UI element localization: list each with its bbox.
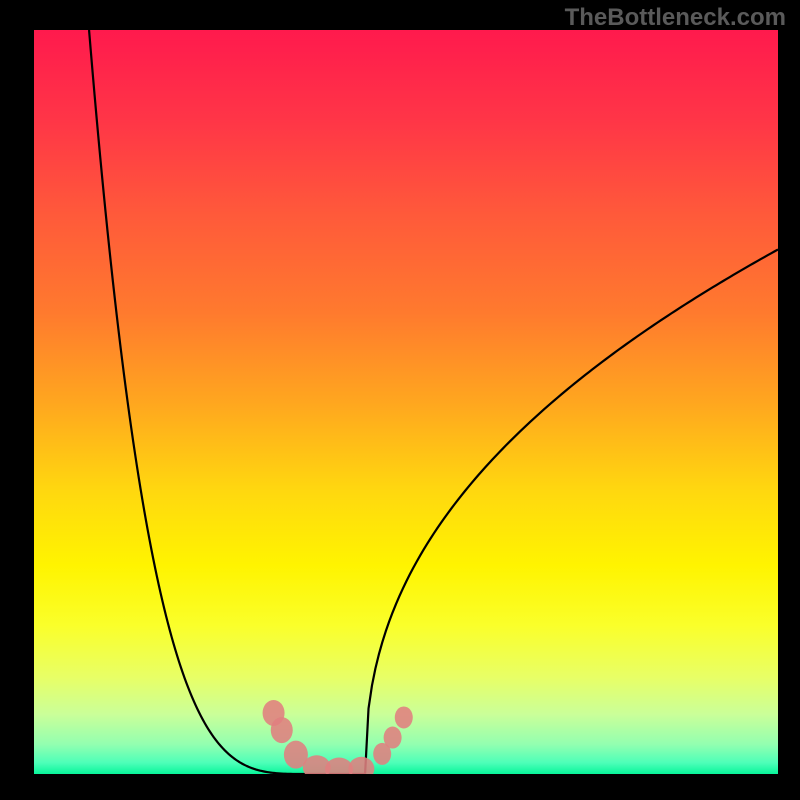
marker-point: [348, 757, 374, 774]
figure-container: TheBottleneck.com: [0, 0, 800, 800]
bottleneck-curve: [89, 30, 778, 774]
chart-svg: [34, 30, 778, 774]
marker-point: [395, 706, 413, 728]
marker-point: [271, 717, 293, 743]
marker-point: [384, 727, 402, 749]
watermark-text: TheBottleneck.com: [565, 4, 786, 32]
plot-area: [34, 30, 778, 774]
